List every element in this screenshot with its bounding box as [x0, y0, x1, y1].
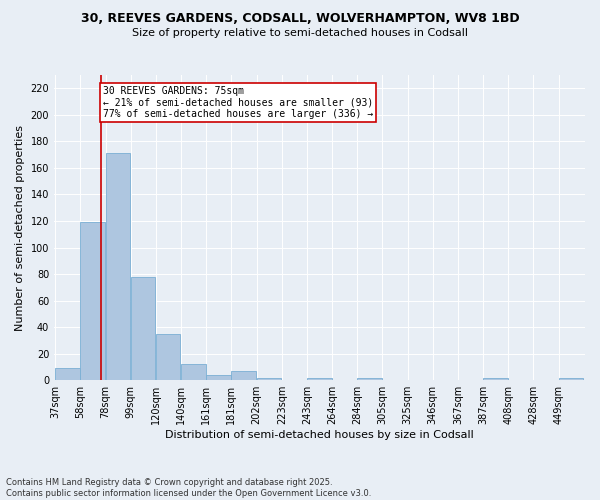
Bar — [156, 334, 181, 380]
Bar — [257, 378, 281, 380]
Text: Contains HM Land Registry data © Crown copyright and database right 2025.
Contai: Contains HM Land Registry data © Crown c… — [6, 478, 371, 498]
Bar — [80, 222, 105, 380]
Bar — [181, 364, 206, 380]
Bar — [55, 368, 80, 380]
Bar — [483, 378, 508, 380]
Bar — [232, 371, 256, 380]
Bar — [206, 375, 231, 380]
Y-axis label: Number of semi-detached properties: Number of semi-detached properties — [15, 124, 25, 330]
Bar — [131, 276, 155, 380]
Bar — [559, 378, 583, 380]
Text: 30, REEVES GARDENS, CODSALL, WOLVERHAMPTON, WV8 1BD: 30, REEVES GARDENS, CODSALL, WOLVERHAMPT… — [80, 12, 520, 26]
Text: Size of property relative to semi-detached houses in Codsall: Size of property relative to semi-detach… — [132, 28, 468, 38]
Bar — [307, 378, 332, 380]
Bar — [106, 154, 130, 380]
Text: 30 REEVES GARDENS: 75sqm
← 21% of semi-detached houses are smaller (93)
77% of s: 30 REEVES GARDENS: 75sqm ← 21% of semi-d… — [103, 86, 373, 119]
Bar — [357, 378, 382, 380]
X-axis label: Distribution of semi-detached houses by size in Codsall: Distribution of semi-detached houses by … — [165, 430, 474, 440]
